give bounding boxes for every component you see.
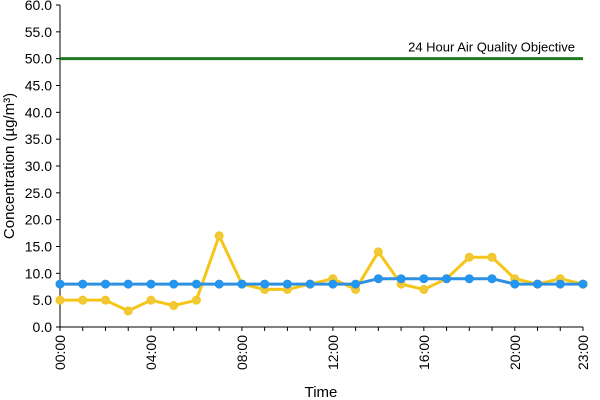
y-tick-label: 45.0 — [25, 78, 52, 94]
y-tick-label: 5.0 — [33, 292, 53, 308]
y-tick-label: 30.0 — [25, 158, 52, 174]
series-2 — [55, 274, 588, 289]
data-point — [282, 279, 292, 289]
data-point — [578, 279, 588, 289]
reference-line-group: 24 Hour Air Quality Objective — [60, 40, 583, 61]
data-point — [237, 279, 247, 289]
data-point — [191, 295, 201, 305]
series-group — [55, 231, 588, 316]
y-tick-label: 0.0 — [33, 319, 53, 335]
data-point — [419, 274, 429, 284]
data-point — [487, 274, 497, 284]
data-point — [419, 284, 429, 294]
data-point — [146, 295, 156, 305]
series-line — [60, 234, 584, 313]
data-point — [214, 279, 224, 289]
x-axis: 00:00 04:00 08:00 12:00 16:00 20:00 23:00 — [52, 326, 591, 370]
data-point — [78, 279, 88, 289]
series-1 — [55, 231, 588, 316]
data-point — [442, 274, 452, 284]
y-tick-label: 40.0 — [25, 104, 52, 120]
y-tick-label: 55.0 — [25, 24, 52, 40]
y-tick-label: 60.0 — [25, 0, 52, 13]
data-point — [464, 274, 474, 284]
data-point — [191, 279, 201, 289]
y-tick-label: 25.0 — [25, 185, 52, 201]
y-tick-label: 35.0 — [25, 131, 52, 147]
data-point — [55, 279, 65, 289]
x-tick-label: 16:00 — [416, 335, 432, 370]
y-tick-label: 20.0 — [25, 212, 52, 228]
data-point — [373, 247, 383, 257]
data-point — [123, 279, 133, 289]
data-point — [351, 279, 361, 289]
data-point — [328, 279, 338, 289]
data-point — [123, 306, 133, 316]
y-tick-label: 15.0 — [25, 239, 52, 255]
data-point — [214, 231, 224, 241]
data-point — [305, 279, 315, 289]
data-point — [533, 279, 543, 289]
reference-line-label: 24 Hour Air Quality Objective — [408, 40, 575, 55]
data-point — [169, 301, 179, 311]
y-tick-label: 50.0 — [25, 51, 52, 67]
y-tick-label: 10.0 — [25, 265, 52, 281]
x-tick-label: 12:00 — [325, 335, 341, 370]
y-axis: 0.0 5.0 10.0 15.0 20.0 25.0 30.0 35.0 40.0 45.0 50… — [25, 0, 61, 335]
data-point — [487, 252, 497, 262]
y-axis-label: Concentration (µg/m³) — [1, 93, 18, 239]
x-tick-label: 00:00 — [52, 335, 68, 370]
x-tick-label: 04:00 — [143, 335, 159, 370]
data-point — [78, 295, 88, 305]
data-point — [169, 279, 179, 289]
x-tick-label: 23:00 — [575, 335, 591, 370]
data-point — [55, 295, 65, 305]
data-point — [146, 279, 156, 289]
x-tick-label: 20:00 — [507, 335, 523, 370]
data-point — [100, 295, 110, 305]
data-point — [373, 274, 383, 284]
data-point — [100, 279, 110, 289]
x-axis-label: Time — [305, 384, 338, 400]
data-point — [464, 252, 474, 262]
data-point — [555, 279, 565, 289]
x-tick-label: 08:00 — [234, 335, 250, 370]
data-point — [260, 279, 270, 289]
data-point — [396, 274, 406, 284]
data-point — [510, 279, 520, 289]
